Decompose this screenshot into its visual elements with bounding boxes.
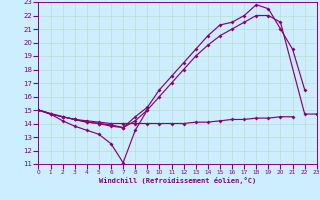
X-axis label: Windchill (Refroidissement éolien,°C): Windchill (Refroidissement éolien,°C) xyxy=(99,177,256,184)
